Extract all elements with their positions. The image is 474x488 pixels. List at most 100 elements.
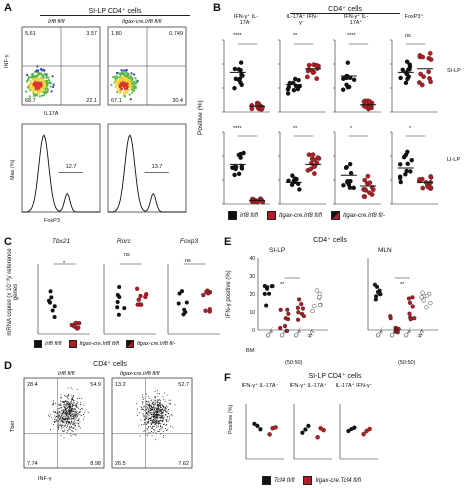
event-dot <box>144 418 146 420</box>
event-dot <box>72 400 74 402</box>
event-dot <box>60 416 62 418</box>
event-dot <box>155 439 157 441</box>
event-dot <box>167 406 169 408</box>
event-dot <box>66 431 68 433</box>
event-dot <box>171 415 173 417</box>
event-dot <box>54 418 56 420</box>
density-dot <box>123 95 127 98</box>
event-dot <box>155 416 157 418</box>
panel-e-si-dot <box>264 303 269 308</box>
panel-e-si-dot <box>301 313 307 319</box>
event-dot <box>146 393 148 395</box>
panel-b-top-2-dot-ko <box>305 68 311 74</box>
event-dot <box>80 415 82 417</box>
panel-b-bottom-4-dot-control <box>398 179 403 185</box>
panel-b-bottom-2-dot-control <box>292 176 298 181</box>
panel-c-label: C <box>4 236 12 248</box>
density-dot <box>125 85 128 88</box>
event-dot <box>69 407 71 409</box>
event-dot <box>80 397 82 399</box>
event-dot <box>66 404 68 406</box>
event-dot <box>58 417 60 419</box>
density-dot <box>51 75 54 78</box>
legend-c-label-2: Itgax-cre.Irf8 fl/fl <box>79 341 119 347</box>
panel-e-ratio-1: (50:50) <box>285 360 303 366</box>
event-dot <box>151 402 153 404</box>
event-dot <box>75 411 77 413</box>
event-dot <box>67 411 69 413</box>
density-dot <box>119 85 122 88</box>
event-dot <box>67 397 69 399</box>
panel-b-top-4-dot-control <box>398 75 403 81</box>
panel-b-bottom-3-dot-ko <box>362 177 368 183</box>
event-dot <box>53 411 55 413</box>
event-dot <box>156 413 158 415</box>
event-dot <box>54 412 56 414</box>
event-dot <box>157 424 159 426</box>
event-dot <box>156 409 158 411</box>
event-dot <box>150 422 152 424</box>
density-dot <box>115 71 119 74</box>
event-dot <box>52 424 54 426</box>
event-dot <box>66 413 68 415</box>
event-dot <box>64 424 66 426</box>
panel-f-dot-control <box>306 423 311 428</box>
event-dot <box>65 414 67 416</box>
event-dot <box>72 416 74 418</box>
density-dot <box>120 69 123 72</box>
event-dot <box>71 409 73 411</box>
event-dot <box>61 415 63 417</box>
event-dot <box>165 410 167 412</box>
panel-b-top-2-dot-control <box>285 91 291 96</box>
event-dot <box>148 402 150 404</box>
panel-b-bottom-4-dot-control <box>404 168 409 174</box>
event-dot <box>49 415 51 417</box>
event-dot <box>75 434 77 436</box>
event-dot <box>70 386 72 388</box>
event-dot <box>174 404 176 406</box>
density-dot <box>35 86 39 89</box>
event-dot <box>164 407 166 409</box>
density-dot <box>49 85 52 88</box>
panel-b-bottom-3-dot-ko <box>369 192 375 197</box>
event-dot <box>172 426 174 428</box>
panel-b-top-4-dot-control <box>403 80 409 85</box>
event-dot <box>158 406 160 408</box>
panel-f-dot-ko <box>321 427 326 433</box>
panel-b-top-4-dot-ko <box>427 51 433 56</box>
event-dot <box>59 407 61 409</box>
panel-e-si-dot <box>295 305 300 310</box>
panel-c-dot-ko <box>135 286 140 291</box>
event-dot <box>150 407 152 409</box>
event-dot <box>64 412 66 414</box>
event-dot <box>156 425 158 427</box>
event-dot <box>78 408 80 410</box>
event-dot <box>72 410 74 412</box>
event-dot <box>146 403 148 405</box>
event-dot <box>145 423 147 425</box>
panel-e-bm: BM: <box>246 348 256 354</box>
density-dot <box>35 70 38 73</box>
density-dot <box>133 89 136 92</box>
panel-d-title: CD4⁺ cells <box>93 361 127 368</box>
event-dot <box>79 404 81 406</box>
event-dot <box>58 413 60 415</box>
panel-e-mln-dot <box>374 284 380 289</box>
event-dot <box>65 400 67 402</box>
event-dot <box>154 417 156 419</box>
event-dot <box>148 398 150 400</box>
event-dot <box>74 408 76 410</box>
quadrant-value-ll: 26.5 <box>115 461 126 467</box>
panel-e-mln-dot <box>424 293 430 298</box>
event-dot <box>67 421 69 423</box>
event-dot <box>79 421 81 423</box>
panel-b-bottom-3-dot-control <box>341 183 346 188</box>
event-dot <box>162 411 164 413</box>
panel-f-col-1: IFN-γ⁺ IL-17A⁻ <box>241 383 279 389</box>
event-dot <box>60 423 62 425</box>
density-dot <box>30 88 33 92</box>
panel-e-label: E <box>224 236 232 248</box>
event-dot <box>152 401 154 403</box>
event-dot <box>154 390 156 392</box>
panel-f-legend: Tcf4 fl/fl Itgax-cre.Tcf4 fl/fl <box>262 476 361 485</box>
